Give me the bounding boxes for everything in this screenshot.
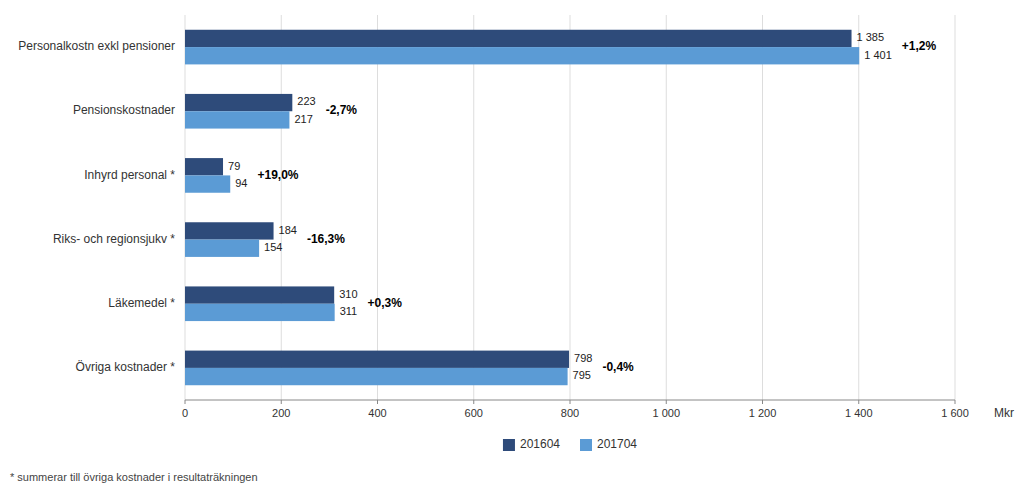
change-label: +19,0% — [257, 168, 298, 182]
grid-line — [281, 15, 282, 400]
tick — [570, 400, 571, 404]
category-label: Inhyrd personal * — [84, 168, 175, 182]
grid-line — [666, 15, 667, 400]
bar — [185, 222, 274, 239]
data-label: 223 — [297, 95, 315, 107]
x-axis: 0 200 400 600 800 1 000 1 200 1 400 1 600 Mkr — [182, 400, 1014, 420]
bar — [185, 94, 292, 111]
footnote: * summerar till övriga kostnader i resul… — [10, 471, 258, 483]
tick-label: 1 600 — [941, 407, 969, 419]
data-label: 798 — [574, 352, 592, 364]
bar — [185, 351, 569, 368]
data-label: 217 — [294, 113, 312, 125]
bar — [185, 286, 334, 303]
tick-label: 1 200 — [749, 407, 777, 419]
bar — [185, 240, 259, 257]
labels: Personalkostn exkl pensioner 1 385 1 401 +1… — [18, 31, 936, 381]
tick-label: 400 — [368, 407, 386, 419]
grid-line — [762, 15, 763, 400]
legend: 201604 201704 — [503, 437, 637, 451]
grid-line — [473, 15, 474, 400]
grid-line — [858, 15, 859, 400]
data-label: 1 401 — [864, 49, 892, 61]
tick-label: 1 400 — [845, 407, 873, 419]
change-label: -16,3% — [307, 232, 345, 246]
category-label: Riks- och regionsjukv * — [53, 232, 175, 246]
tick-label: 800 — [561, 407, 579, 419]
grid-line — [185, 15, 186, 400]
tick — [858, 400, 859, 404]
tick — [762, 400, 763, 404]
axis-label: Mkr — [994, 406, 1014, 420]
tick — [666, 400, 667, 404]
data-label: 311 — [340, 305, 358, 317]
grid-line — [955, 15, 956, 400]
data-label: 795 — [573, 369, 591, 381]
category-label: Personalkostn exkl pensioner — [18, 39, 175, 53]
data-label: 310 — [339, 288, 357, 300]
data-label: 79 — [228, 160, 240, 172]
legend-label: 201704 — [597, 437, 637, 451]
tick — [281, 400, 282, 404]
tick — [473, 400, 474, 404]
change-label: -2,7% — [326, 103, 358, 117]
change-label: -0,4% — [602, 360, 634, 374]
tick-label: 1 000 — [652, 407, 680, 419]
bar — [185, 304, 335, 321]
category-label: Övriga kostnader * — [76, 360, 176, 374]
grid-line — [570, 15, 571, 400]
bar — [185, 47, 859, 64]
tick — [185, 400, 186, 404]
tick-label: 600 — [465, 407, 483, 419]
tick — [955, 400, 956, 404]
bars — [185, 30, 859, 385]
data-label: 184 — [279, 224, 297, 236]
legend-label: 201604 — [520, 437, 560, 451]
category-label: Pensionskostnader — [73, 103, 175, 117]
grid-line — [377, 15, 378, 400]
change-label: +0,3% — [368, 296, 403, 310]
category-label: Läkemedel * — [108, 296, 175, 310]
tick — [377, 400, 378, 404]
tick-label: 200 — [272, 407, 290, 419]
grid — [185, 15, 955, 400]
data-label: 1 385 — [857, 31, 885, 43]
change-label: +1,2% — [902, 39, 937, 53]
data-label: 154 — [264, 241, 282, 253]
data-label: 94 — [235, 177, 247, 189]
bar — [185, 158, 223, 175]
bar — [185, 368, 568, 385]
chart: Personalkostn exkl pensioner 1 385 1 401 +1… — [0, 0, 1024, 491]
bar — [185, 175, 230, 192]
legend-swatch — [503, 439, 515, 451]
bar — [185, 111, 289, 128]
bar — [185, 30, 852, 47]
legend-swatch — [580, 439, 592, 451]
tick-label: 0 — [182, 407, 188, 419]
